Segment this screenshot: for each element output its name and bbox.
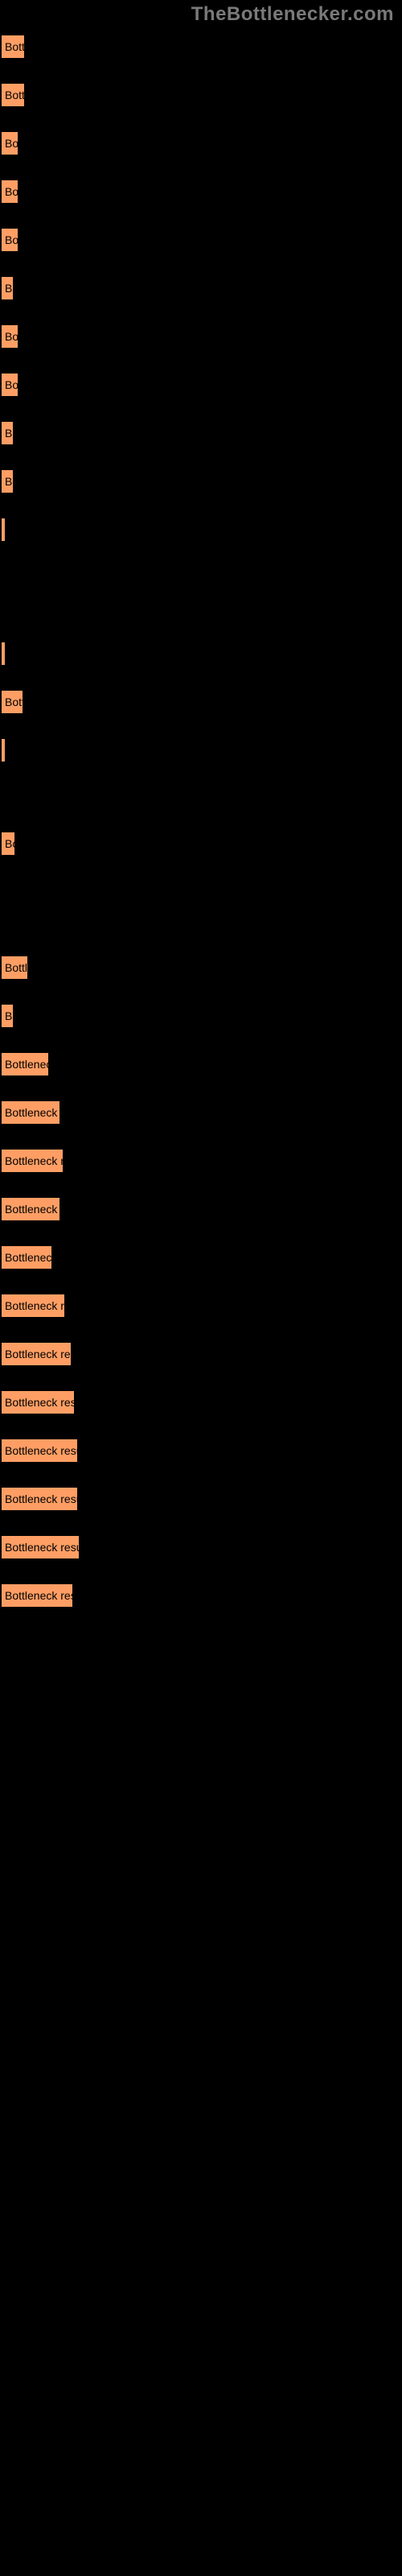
- chart-bar: Bottleneck result: [0, 469, 14, 494]
- bar-label: Bottleneck result: [5, 744, 6, 757]
- chart-bar: Bottleneck result: [0, 1003, 14, 1029]
- bar-label: Bottleneck result: [5, 40, 26, 53]
- bar-label: Bottleneck result: [5, 1106, 61, 1119]
- chart-row: Bottleneck result: [0, 1475, 402, 1523]
- chart-bar: Bottleneck result: [0, 737, 6, 763]
- chart-row: Bottleneck result: [0, 361, 402, 409]
- chart-bar: Bottleneck result: [0, 1486, 79, 1512]
- bar-label: Bottleneck result: [5, 1541, 80, 1554]
- chart-bar: Bottleneck result: [0, 420, 14, 446]
- chart-row: Bottleneck result: [0, 1378, 402, 1426]
- chart-row: Bottleneck result: [0, 819, 402, 868]
- bar-label: Bottleneck result: [5, 1009, 14, 1022]
- chart-bar: Bottleneck result: [0, 1148, 64, 1174]
- bar-label: Bottleneck result: [5, 378, 19, 391]
- bar-label: Bottleneck result: [5, 1251, 53, 1264]
- chart-row: Bottleneck result: [0, 1185, 402, 1233]
- chart-row: Bottleneck result: [0, 264, 402, 312]
- bar-label: Bottleneck result: [5, 1348, 72, 1360]
- bar-label: Bottleneck result: [5, 1058, 50, 1071]
- bar-label: Bottleneck result: [5, 647, 6, 660]
- bar-label: Bottleneck result: [5, 696, 24, 708]
- bar-label: Bottleneck result: [5, 1396, 76, 1409]
- chart-bar: Bottleneck result: [0, 517, 6, 543]
- chart-bar: Bottleneck result: [0, 1196, 61, 1222]
- chart-row: Bottleneck result: [0, 1088, 402, 1137]
- row-gap: [0, 554, 402, 630]
- chart-row: Bottleneck result: [0, 630, 402, 678]
- bar-label: Bottleneck result: [5, 137, 19, 150]
- bar-label: Bottleneck result: [5, 475, 14, 488]
- chart-bar: Bottleneck result: [0, 1583, 74, 1608]
- chart-row: Bottleneck result: [0, 312, 402, 361]
- chart-row: Bottleneck result: [0, 23, 402, 71]
- chart-bar: Bottleneck result: [0, 227, 19, 253]
- chart-row: Bottleneck result: [0, 726, 402, 774]
- chart-row: Bottleneck result: [0, 119, 402, 167]
- bar-label: Bottleneck result: [5, 1589, 74, 1602]
- bar-label: Bottleneck result: [5, 961, 29, 974]
- chart-bar: Bottleneck result: [0, 1051, 50, 1077]
- chart-row: Bottleneck result: [0, 409, 402, 457]
- chart-row: Bottleneck result: [0, 216, 402, 264]
- bar-chart: Bottleneck result Bottleneck result Bottle…: [0, 23, 402, 1620]
- chart-row: Bottleneck result: [0, 1571, 402, 1620]
- chart-row: Bottleneck result: [0, 457, 402, 506]
- chart-row: Bottleneck result: [0, 506, 402, 554]
- chart-bar: Bottleneck result: [0, 275, 14, 301]
- chart-bar: Bottleneck result: [0, 1293, 66, 1319]
- chart-bar: Bottleneck result: [0, 831, 16, 857]
- bar-label: Bottleneck result: [5, 1492, 79, 1505]
- chart-bar: Bottleneck result: [0, 1438, 79, 1463]
- bar-label: Bottleneck result: [5, 185, 19, 198]
- chart-bar: Bottleneck result: [0, 641, 6, 667]
- bar-label: Bottleneck result: [5, 282, 14, 295]
- bar-label: Bottleneck result: [5, 233, 19, 246]
- chart-bar: Bottleneck result: [0, 82, 26, 108]
- chart-bar: Bottleneck result: [0, 955, 29, 980]
- chart-row: Bottleneck result: [0, 1040, 402, 1088]
- bar-label: Bottleneck result: [5, 523, 6, 536]
- bar-label: Bottleneck result: [5, 89, 26, 101]
- row-gap: [0, 868, 402, 943]
- chart-bar: Bottleneck result: [0, 34, 26, 60]
- chart-bar: Bottleneck result: [0, 1534, 80, 1560]
- bar-label: Bottleneck result: [5, 837, 16, 850]
- bar-label: Bottleneck result: [5, 427, 14, 440]
- chart-bar: Bottleneck result: [0, 324, 19, 349]
- row-gap: [0, 774, 402, 819]
- chart-row: Bottleneck result: [0, 678, 402, 726]
- chart-row: Bottleneck result: [0, 1233, 402, 1282]
- bar-label: Bottleneck result: [5, 330, 19, 343]
- chart-row: Bottleneck result: [0, 71, 402, 119]
- bar-label: Bottleneck result: [5, 1299, 66, 1312]
- chart-bar: Bottleneck result: [0, 1389, 76, 1415]
- chart-row: Bottleneck result: [0, 1137, 402, 1185]
- chart-bar: Bottleneck result: [0, 130, 19, 156]
- chart-bar: Bottleneck result: [0, 689, 24, 715]
- chart-row: Bottleneck result: [0, 943, 402, 992]
- chart-row: Bottleneck result: [0, 1282, 402, 1330]
- chart-bar: Bottleneck result: [0, 179, 19, 204]
- chart-row: Bottleneck result: [0, 992, 402, 1040]
- bar-label: Bottleneck result: [5, 1444, 79, 1457]
- bar-label: Bottleneck result: [5, 1203, 61, 1216]
- chart-row: Bottleneck result: [0, 1426, 402, 1475]
- chart-row: Bottleneck result: [0, 1330, 402, 1378]
- chart-row: Bottleneck result: [0, 167, 402, 216]
- chart-row: Bottleneck result: [0, 1523, 402, 1571]
- chart-bar: Bottleneck result: [0, 1100, 61, 1125]
- chart-bar: Bottleneck result: [0, 1245, 53, 1270]
- chart-bar: Bottleneck result: [0, 1341, 72, 1367]
- chart-bar: Bottleneck result: [0, 372, 19, 398]
- bar-label: Bottleneck result: [5, 1154, 64, 1167]
